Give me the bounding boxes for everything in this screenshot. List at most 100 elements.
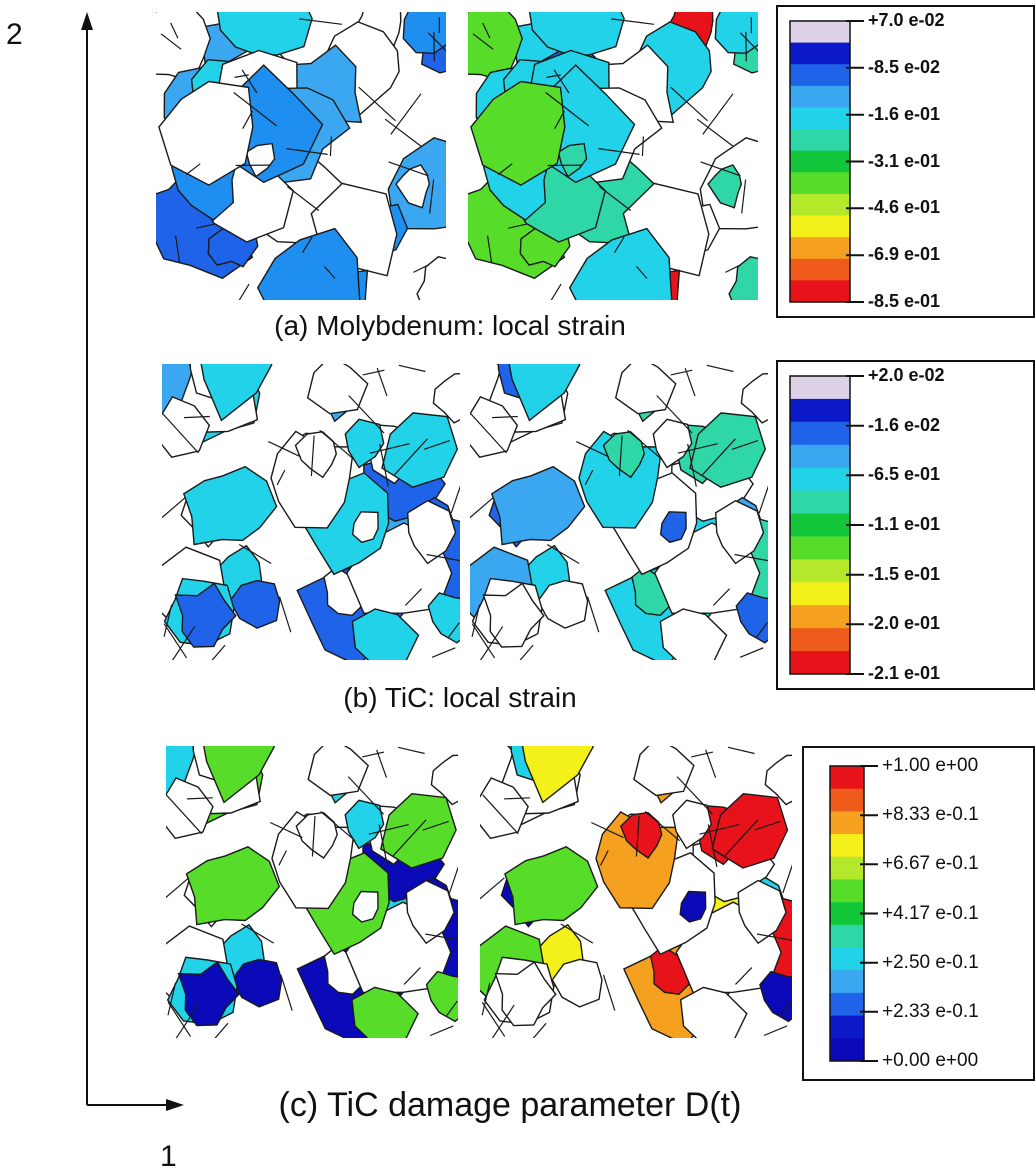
caption-b: (b) TiC: local strain (343, 682, 577, 713)
grain-boundary (739, 647, 764, 658)
grain-boundary (602, 974, 616, 1011)
legend-color-swatch (790, 376, 850, 400)
grain-boundary (491, 1004, 515, 1038)
strain-grain (174, 582, 237, 648)
grain-boundary (446, 1000, 458, 1017)
grain-boundary (448, 622, 460, 638)
empty-grain (351, 511, 379, 544)
grain-boundary (635, 816, 640, 857)
grain-boundary (702, 93, 734, 135)
legend-color-swatch (790, 150, 850, 173)
empty-grain (659, 608, 728, 660)
grain-boundary (611, 18, 655, 25)
grain-boundary (471, 623, 496, 659)
empty-grain (307, 746, 370, 797)
grain-boundary (700, 161, 741, 177)
grain-boundary (376, 368, 388, 397)
legend-label: +0.00 e+00 (882, 1050, 979, 1071)
legend-color-swatch (790, 193, 850, 216)
grain-boundary (763, 1025, 788, 1037)
legend-color-swatch (830, 766, 864, 790)
legend-label: -6.9 e-01 (868, 244, 941, 265)
empty-grain (480, 777, 529, 840)
legend-color-swatch (790, 651, 850, 675)
grain-boundary (754, 820, 781, 831)
legend-color-swatch (790, 582, 850, 606)
strain-grain (185, 846, 281, 926)
grain-boundary (276, 469, 286, 486)
legend-color-swatch (790, 215, 850, 238)
strain-grain (402, 12, 446, 55)
grain-boundary (481, 1001, 506, 1037)
empty-grain (406, 499, 457, 565)
grain-boundary (427, 32, 446, 52)
grain-boundary (546, 543, 580, 565)
empty-grain (430, 754, 458, 806)
grain-boundary (368, 824, 409, 835)
grain-boundary (724, 819, 759, 857)
legend-color-swatch (830, 1038, 864, 1062)
strain-grain (679, 890, 707, 923)
grain-boundary (712, 588, 731, 606)
grain-boundary (519, 644, 534, 660)
grain-boundary (422, 820, 449, 831)
grain-boundary (546, 74, 561, 78)
strain-grain (216, 12, 313, 56)
grain-boundary (532, 1022, 547, 1038)
legend-color-swatch (790, 64, 850, 87)
grain-boundary (627, 429, 663, 461)
grain-boundary (241, 69, 258, 94)
molybdenum-strain-map-left (156, 12, 446, 300)
strain-grain (707, 164, 743, 209)
legend-color-swatch (790, 237, 850, 260)
grain-boundary (241, 923, 275, 944)
grain-boundary (554, 110, 566, 129)
grain-boundary (636, 266, 648, 279)
strain-grain (470, 80, 566, 186)
empty-grain (245, 142, 276, 178)
legend-a: +7.0 e-02 -8.5 e-02 -1.6 e-01 -3.1 e-01 -4.6… (776, 5, 1035, 318)
grain-boundary (756, 933, 792, 941)
legend-color-swatch (790, 490, 850, 514)
grain-boundary (576, 441, 609, 458)
legend-c: +1.00 e+00 +8.33 e-0.1 +6.67 e-0.1 +4.17 e-… (802, 746, 1035, 1081)
strain-grain (344, 418, 385, 469)
grain-boundary (656, 395, 693, 434)
grain-boundary (497, 163, 513, 176)
empty-grain (470, 396, 519, 458)
grain-boundary (398, 364, 426, 373)
legend-label: -4.6 e-01 (868, 197, 941, 218)
legend-color-swatch (830, 947, 864, 971)
legend-color-swatch (790, 129, 850, 152)
empty-grain (737, 879, 787, 945)
legend-label: +4.17 e-0.1 (882, 902, 979, 924)
legend-label: +7.0 e-02 (868, 10, 945, 30)
grain-boundary (550, 283, 562, 300)
grain-boundary (480, 877, 505, 900)
grain-boundary (397, 746, 425, 755)
legend-label: +2.0 e-02 (868, 365, 945, 385)
legend-color-swatch (790, 559, 850, 583)
legend-label: +1.00 e+00 (882, 755, 979, 776)
grain-boundary (329, 136, 332, 157)
strain-grain (619, 811, 663, 859)
grain-boundary (481, 982, 491, 1016)
legend-color-swatch (830, 834, 864, 858)
grain-boundary (782, 864, 792, 894)
legend-label: -2.0 e-01 (868, 613, 941, 634)
legend-color-bar (789, 20, 864, 303)
legend-label: -1.5 e-01 (868, 563, 941, 584)
legend-label: -3.1 e-01 (868, 150, 941, 171)
empty-grain (740, 373, 768, 424)
axis-2-arrowhead (81, 12, 93, 30)
strain-grain (659, 511, 687, 544)
grain-boundary (310, 435, 315, 477)
grain-boundary (739, 32, 758, 52)
empty-grain (614, 364, 677, 415)
empty-grain (714, 499, 765, 565)
strain-grain (528, 12, 625, 56)
grain-boundary (734, 553, 768, 562)
grain-boundary (429, 1025, 454, 1037)
grain-boundary (268, 441, 301, 458)
grain-boundary (426, 553, 460, 562)
